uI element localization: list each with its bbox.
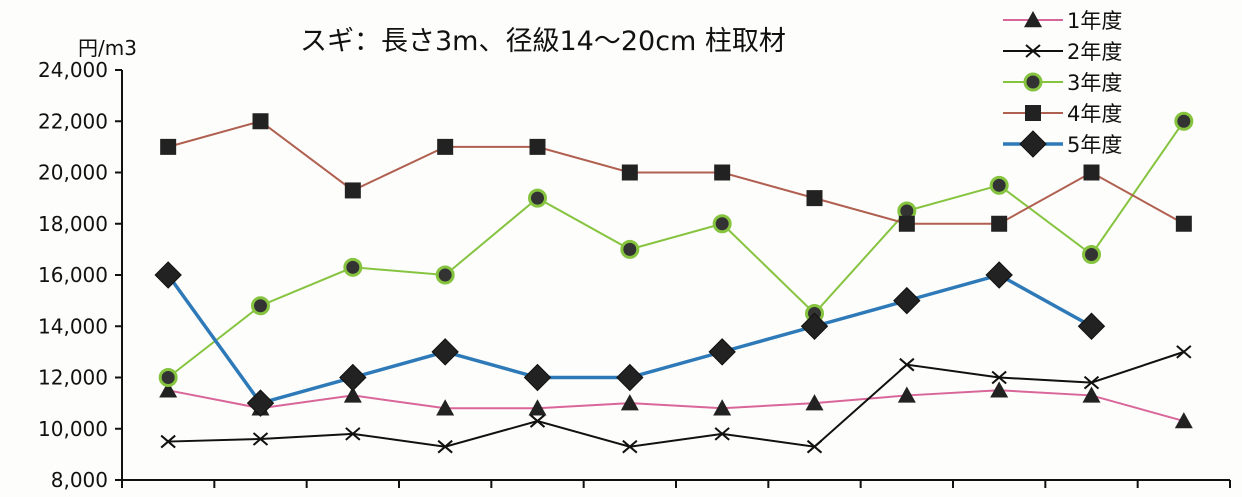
data-point [529,414,546,428]
data-point [899,357,915,372]
data-point [343,386,362,403]
data-point [800,312,829,340]
legend-item: 3年度 [1003,71,1122,95]
data-point [708,338,736,366]
data-point [431,338,459,366]
data-point [1077,312,1106,340]
data-point [339,363,367,392]
data-point [616,363,644,392]
data-point [435,265,455,285]
y-tick-label: 14,000 [38,314,108,338]
y-tick-label: 10,000 [38,417,108,441]
data-point [158,368,178,387]
data-point [529,138,546,155]
data-point [991,215,1008,232]
data-point [1083,164,1100,181]
legend-item: 2年度 [1003,40,1122,64]
data-point [1174,111,1194,131]
data-point [437,439,453,454]
legend-marker [1019,130,1047,158]
data-point [898,215,915,232]
data-point [806,439,823,454]
data-point [523,363,552,392]
data-point [1176,345,1192,359]
legend-marker [1025,44,1041,58]
data-point [154,261,182,289]
legend-label: 2年度 [1067,40,1122,64]
series-2 [160,345,1192,454]
data-point [1083,375,1100,390]
legend-item: 5年度 [1003,130,1122,158]
series-line [168,350,1185,448]
series-3 [158,111,1194,387]
data-point [991,370,1007,385]
data-point [893,286,921,315]
data-point [806,190,823,207]
series-5 [154,261,1106,417]
data-point [528,399,547,416]
data-point [805,394,824,411]
data-point [1175,215,1192,232]
data-point [436,399,455,416]
series-4 [160,113,1192,232]
legend-marker [1023,72,1043,92]
data-point [621,164,638,181]
data-point [246,389,275,417]
data-point [345,427,361,441]
series-line [167,120,1185,379]
series-line [167,389,1185,423]
data-point [620,239,640,259]
legend-marker [1024,11,1042,28]
data-point [985,261,1013,289]
data-point [1082,245,1101,264]
data-point [344,182,361,199]
data-point [990,381,1009,398]
legend-label: 5年度 [1067,133,1122,157]
data-point [252,113,269,130]
series-line [167,120,1185,225]
data-point [160,434,176,449]
data-point [622,439,638,454]
y-tick-label: 8,000 [51,468,108,492]
legend-label: 1年度 [1067,9,1122,33]
legend-marker [1025,105,1041,121]
data-point [712,214,732,234]
legend-label: 3年度 [1067,71,1122,95]
data-point [159,381,178,398]
data-point [1082,386,1101,403]
data-point [897,386,916,403]
legend-label: 4年度 [1067,102,1122,126]
y-axis-label: 円/m3 [78,36,137,60]
y-tick-label: 16,000 [38,263,108,287]
y-tick-label: 20,000 [38,161,108,185]
data-point [713,399,732,416]
data-point [343,257,363,277]
legend-item: 4年度 [1003,102,1122,126]
data-point [620,394,639,411]
data-point [251,296,270,316]
y-tick-label: 12,000 [38,366,108,390]
y-tick-label: 22,000 [38,109,108,133]
data-point [528,188,547,208]
data-point [714,164,731,181]
chart-title: スギ：長さ3m、径級14～20cm 柱取材 [300,26,786,57]
data-point [252,432,269,446]
data-point [160,138,177,155]
data-point [437,138,454,155]
y-tick-label: 24,000 [38,58,108,82]
y-tick-label: 18,000 [38,212,108,236]
data-point [1174,412,1193,429]
legend-item: 1年度 [1003,9,1122,33]
data-point [989,175,1009,195]
data-point [714,427,730,441]
